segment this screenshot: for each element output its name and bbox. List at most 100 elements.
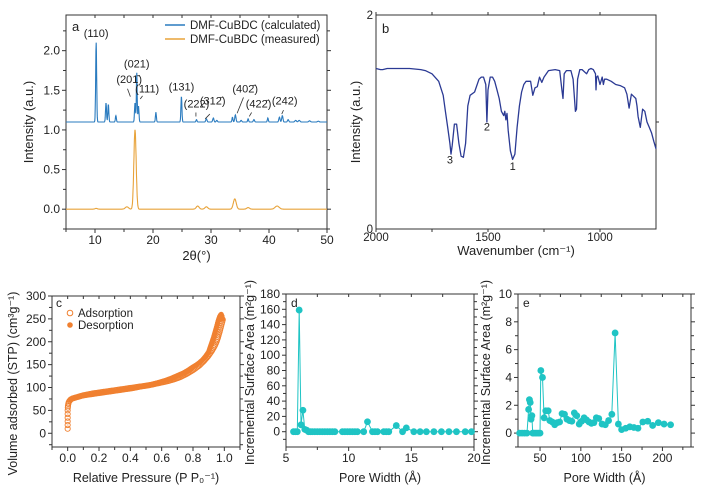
y-axis-label: Volume adsorbed (STP) (cm³g⁻¹): [6, 292, 20, 476]
x-tick-label: 20: [146, 233, 160, 247]
data-point: [360, 428, 368, 436]
y-tick-label: 1.5: [43, 83, 60, 97]
data-point: [453, 428, 460, 436]
data-point: [634, 424, 642, 432]
panel-a: 10 20 30 40 50 0.0 0.5 1.0 1.5 2.0 (110) (021) (201̄…: [21, 14, 334, 263]
y-tick-label: 150: [26, 358, 46, 372]
data-point: [430, 428, 438, 436]
x-tick-label: 200: [652, 451, 672, 465]
y-tick-label: 60: [267, 379, 281, 393]
x-tick-label: 1500: [475, 232, 501, 244]
peak-label: (402̄): [232, 84, 258, 96]
data-point: [374, 428, 381, 436]
x-axis-label: Relative Pressure (P P₀⁻¹): [73, 471, 219, 485]
ftir-spectrum-line: [375, 67, 657, 161]
y-tick-label: 4: [505, 370, 512, 384]
y-tick-label: 200: [26, 335, 46, 349]
panel-label: a: [72, 19, 80, 34]
peak-label: (222): [184, 99, 210, 111]
x-tick-label: 0.8: [185, 451, 202, 465]
peak-label: (242): [272, 96, 298, 108]
y-tick-label: 180: [260, 287, 280, 301]
data-point: [468, 428, 475, 436]
panel-b: 2000 1500 1000 0 2 1 2 3 b Wavenumber (cm⁻¹) Inten…: [348, 10, 659, 258]
data-point: [539, 374, 546, 381]
peak-label: (201̄): [116, 74, 142, 86]
y-tick-label: 2: [367, 10, 373, 22]
leader-line: [204, 113, 211, 120]
data-point: [331, 428, 339, 436]
band-label: 2: [484, 122, 490, 134]
leader-line: [248, 112, 252, 117]
x-tick-label: 50: [320, 233, 334, 247]
data-point: [422, 428, 430, 436]
y-tick-label: 6: [505, 343, 512, 357]
y-axis-label: Intensity (a.u.): [348, 81, 363, 163]
plot-frame-b: [375, 14, 657, 230]
y-axis-label: Incremental Surface Area (m²g⁻¹): [479, 280, 493, 465]
y-tick-label: 250: [26, 312, 46, 326]
x-tick-label: 40: [262, 233, 276, 247]
series-line-measured: [66, 129, 327, 210]
peak-label: (422̄): [246, 99, 272, 111]
leader-line: [236, 97, 244, 114]
adsorption-point: [64, 411, 71, 418]
y-tick-label: 80: [267, 364, 281, 378]
x-tick-label: 0.6: [153, 451, 170, 465]
data-point: [544, 407, 552, 415]
x-axis-label: Pore Width (Å): [564, 470, 646, 485]
peak-label: (312̄): [200, 96, 226, 108]
panel-label: e: [523, 296, 530, 310]
plot-frame-a: [65, 14, 328, 230]
y-tick-label: 140: [260, 318, 280, 332]
y-tick-label: 20: [267, 409, 281, 423]
y-tick-label: 0: [273, 425, 280, 439]
y-tick-label: 100: [26, 381, 46, 395]
data-point: [614, 420, 622, 428]
peak-label: (111): [135, 84, 159, 96]
y-tick-label: 300: [26, 289, 46, 303]
legend-label: DMF-CuBDC (measured): [190, 34, 320, 46]
plot-frame-d: [285, 293, 475, 448]
y-axis-label: Intensity (a.u.): [21, 81, 36, 163]
adsorption-point: [64, 407, 71, 414]
leader-line: [127, 88, 131, 97]
data-point: [525, 406, 533, 413]
data-point: [461, 428, 469, 436]
x-tick-label: 1.0: [216, 451, 233, 465]
series-line-calculated: [66, 42, 327, 123]
x-tick-label: 50: [533, 451, 547, 465]
x-tick-label: 20: [467, 451, 481, 465]
band-label: 3: [447, 155, 453, 167]
adsorption-point: [64, 414, 71, 421]
data-point: [416, 428, 424, 436]
data-point: [402, 424, 410, 432]
data-point: [667, 421, 674, 429]
plot-frame-e: [517, 293, 692, 448]
data-point: [605, 417, 612, 424]
legend-marker-adsorption: [66, 309, 74, 317]
data-point: [410, 428, 418, 436]
data-point: [295, 306, 303, 314]
y-tick-label: 0: [367, 224, 373, 236]
panel-label: d: [291, 296, 298, 310]
adsorption-point: [64, 425, 71, 432]
legend-label: DMF-CuBDC (calculated): [190, 20, 321, 32]
data-point: [438, 428, 445, 436]
desorption-point: [68, 396, 74, 403]
x-axis-label: 2θ(°): [182, 248, 210, 263]
data-point: [297, 421, 305, 429]
x-axis-label: Pore Width (Å): [339, 470, 421, 485]
data-point: [611, 329, 619, 337]
adsorption-point: [64, 421, 71, 429]
legend-marker-desorption: [67, 322, 73, 328]
x-tick-label: 1000: [587, 232, 613, 244]
data-point: [595, 415, 603, 422]
data-point: [540, 414, 548, 422]
y-tick-label: 0: [505, 426, 512, 440]
leader-line: [281, 109, 284, 115]
x-tick-label: 0.4: [122, 451, 139, 465]
data-point: [536, 429, 544, 437]
y-tick-label: 0.0: [43, 202, 60, 216]
